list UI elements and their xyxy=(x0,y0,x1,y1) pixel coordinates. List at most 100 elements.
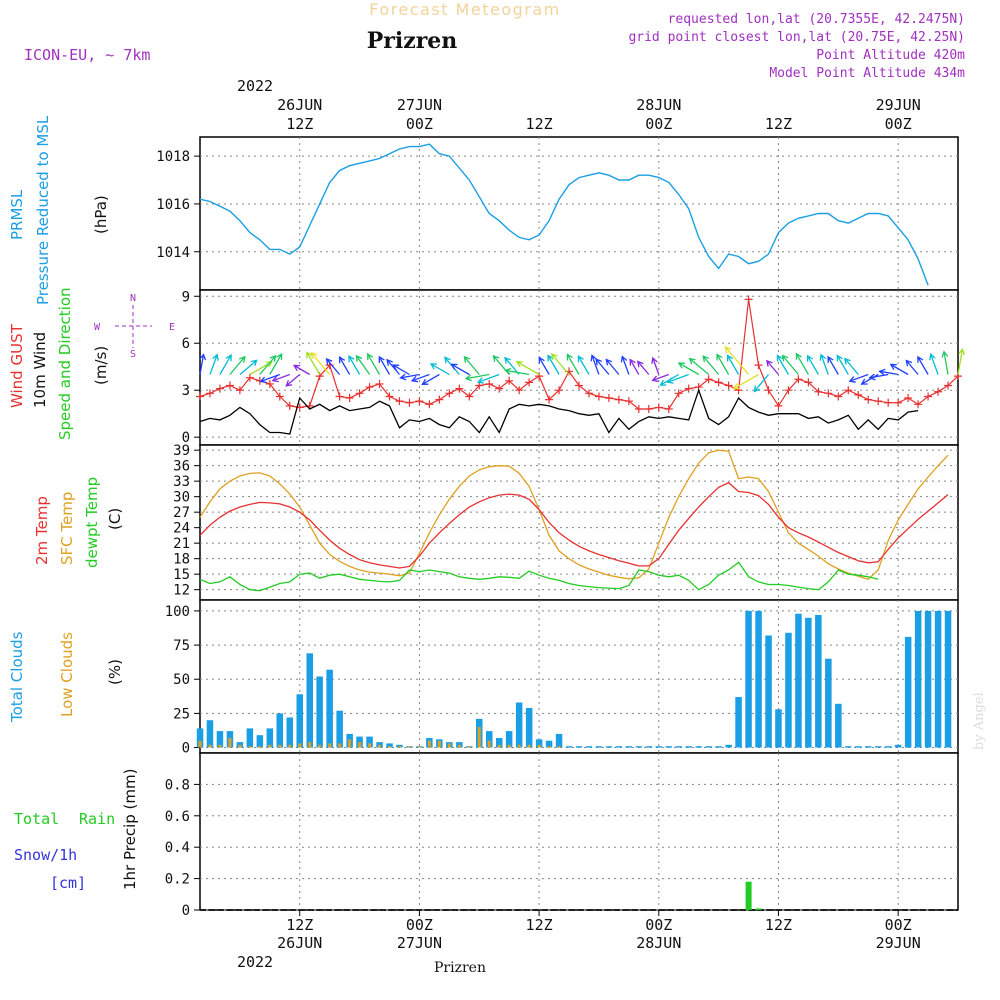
low-clouds-bar xyxy=(238,744,242,748)
low-clouds-bar xyxy=(258,746,262,748)
low-clouds-bar xyxy=(407,746,411,748)
low-clouds-bar xyxy=(268,744,272,748)
wind-direction-arrow xyxy=(724,345,750,375)
total-clouds-bar xyxy=(655,746,662,748)
wind-direction-arrow xyxy=(716,353,730,375)
low-clouds-bar xyxy=(487,740,491,748)
total-clouds-bar xyxy=(585,746,593,748)
gust-marker xyxy=(415,397,424,406)
precip-labels: Total Rain Snow/1h [cm] 1hr Precip (mm) xyxy=(14,769,139,892)
wind-direction-arrow xyxy=(651,373,670,382)
gust-marker xyxy=(335,392,344,401)
wind-labels: Wind GUST 10m Wind Speed and Direction (… xyxy=(8,287,175,440)
sfc-temp-line xyxy=(199,449,949,581)
gust-marker xyxy=(874,397,883,406)
gust-marker xyxy=(654,403,663,412)
temp-frame xyxy=(199,444,959,601)
total-clouds-bar xyxy=(196,728,204,748)
gust-marker xyxy=(485,379,494,388)
precip-ytick-label: 0 xyxy=(182,903,190,919)
bottom-date-label: 28JUN xyxy=(636,934,681,952)
gust-marker xyxy=(555,386,564,395)
temp-dewpt-label: dewpt Temp xyxy=(83,477,101,568)
bottom-date-label: 26JUN xyxy=(277,934,322,952)
wind-direction-arrow xyxy=(367,352,381,375)
gust-marker xyxy=(375,379,384,388)
total-clouds-bar xyxy=(575,746,583,748)
wind-direction-arrow xyxy=(941,350,949,375)
low-clouds-bar xyxy=(447,743,451,748)
gust-marker xyxy=(265,379,274,388)
low-clouds-bar xyxy=(547,746,551,748)
wind-direction-arrow xyxy=(325,357,341,375)
low-clouds-bar xyxy=(308,742,312,748)
total-clouds-bar xyxy=(855,746,862,748)
gust-marker xyxy=(784,386,793,395)
wind-direction-arrow xyxy=(292,364,311,376)
total-clouds-bar xyxy=(555,733,563,748)
temp-2m-label: 2m Temp xyxy=(33,496,51,565)
temp-ytick-label: 33 xyxy=(173,474,190,490)
pressure-line xyxy=(199,143,929,286)
low-clouds-bar xyxy=(298,743,302,748)
model-label: ICON-EU, ~ 7km xyxy=(24,46,150,64)
wind-direction-arrow xyxy=(806,354,819,375)
wind-direction-label: Speed and Direction xyxy=(56,287,74,440)
wind-direction-arrow xyxy=(538,356,550,375)
model-point-altitude: Model Point Altitude 434m xyxy=(769,66,965,81)
gust-marker xyxy=(355,389,364,398)
total-clouds-bar xyxy=(316,676,323,748)
total-clouds-bar xyxy=(276,713,283,748)
top-hour-label: 12Z xyxy=(526,115,553,133)
wind-10m-label: 10m Wind xyxy=(31,332,49,408)
wind-direction-arrow xyxy=(259,354,277,375)
gust-marker xyxy=(684,384,693,393)
precip-ytick-label: 0.2 xyxy=(165,872,190,888)
gust-marker xyxy=(624,397,633,406)
bottom-hour-label: 00Z xyxy=(645,916,672,934)
wind-direction-arrow xyxy=(410,373,430,383)
wind-unit: (m/s) xyxy=(92,346,110,385)
clouds-ytick-label: 0 xyxy=(182,741,190,757)
bottom-hour-label: 00Z xyxy=(885,916,912,934)
wind-direction-arrow xyxy=(651,356,660,375)
bottom-hour-label: 12Z xyxy=(765,916,792,934)
low-clouds-bar xyxy=(228,738,232,748)
total-label: Total xyxy=(14,810,59,828)
gust-marker xyxy=(535,372,544,381)
total-clouds-bar xyxy=(725,744,732,748)
bottom-year-label: 2022 xyxy=(237,953,273,971)
wind-ytick-label: 0 xyxy=(182,430,190,446)
total-clouds-bar xyxy=(625,746,633,748)
gust-marker xyxy=(774,401,783,410)
temp-ytick-label: 18 xyxy=(173,552,190,568)
total-clouds-bar xyxy=(595,746,603,748)
wind-direction-arrow xyxy=(702,355,720,375)
total-clouds-bar xyxy=(645,746,653,748)
gust-marker xyxy=(724,381,733,390)
total-clouds-bar xyxy=(775,709,782,748)
clouds-ytick-label: 50 xyxy=(173,672,190,688)
gust-marker xyxy=(884,398,893,407)
total-clouds-bar xyxy=(356,736,363,748)
gust-marker xyxy=(614,395,623,404)
gust-marker xyxy=(495,384,504,393)
location-title: Prizren xyxy=(367,28,458,54)
wind-direction-arrow xyxy=(209,353,219,375)
temp-ytick-label: 24 xyxy=(173,521,190,537)
total-clouds-bar xyxy=(505,731,513,748)
total-clouds-bar xyxy=(256,735,264,748)
grid-point-coords: grid point closest lon,lat (20.75E, 42.2… xyxy=(628,30,965,45)
top-date-label: 27JUN xyxy=(397,96,442,114)
gust-marker xyxy=(704,375,713,384)
temp-ytick-label: 15 xyxy=(173,567,190,583)
total-clouds-bar xyxy=(366,736,373,748)
wind-direction-arrow xyxy=(463,355,480,375)
total-clouds-bar xyxy=(615,746,623,748)
total-clouds-bar xyxy=(525,707,533,748)
total-clouds-label: Total Clouds xyxy=(8,631,26,723)
precip-ytick-label: 0.4 xyxy=(165,840,190,856)
low-clouds-bar xyxy=(398,746,401,748)
total-clouds-bar xyxy=(735,697,742,748)
